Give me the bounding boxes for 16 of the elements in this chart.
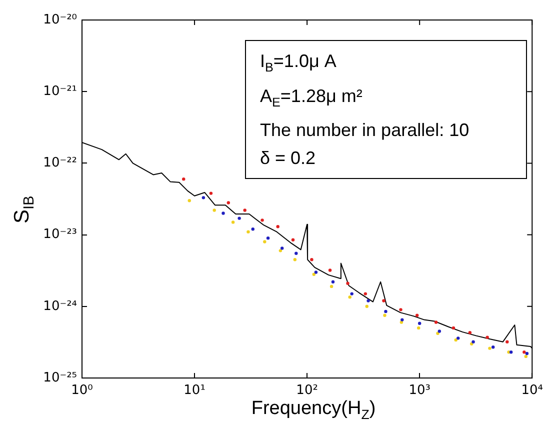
x-tick-label: 10⁰	[71, 383, 93, 398]
y-tick-label: 10⁻²⁰	[43, 12, 77, 28]
x-tick-label: 10²	[296, 383, 318, 398]
y-tick-label: 10⁻²⁵	[43, 370, 77, 386]
annotation: I$_{B}$=1.0μ A	[260, 50, 338, 77]
x-axis-title: Frequency(H$_{Z}$)	[250, 398, 377, 422]
annotation: δ = 0.2	[260, 147, 317, 170]
annotation: A$_{E}$=1.28μ m²	[260, 84, 364, 112]
y-tick-label: 10⁻²⁴	[43, 298, 77, 314]
x-tick-label: 10¹	[184, 383, 206, 398]
y-tick-label: 10⁻²²	[43, 156, 77, 171]
x-tick-label: 10³	[408, 383, 430, 398]
x-tick-label: 10⁴	[521, 383, 544, 398]
annotation: The number in parallel: 10	[260, 119, 470, 142]
y-tick-label: 10⁻²³	[43, 227, 77, 242]
y-tick-label: 10⁻²¹	[43, 84, 77, 99]
